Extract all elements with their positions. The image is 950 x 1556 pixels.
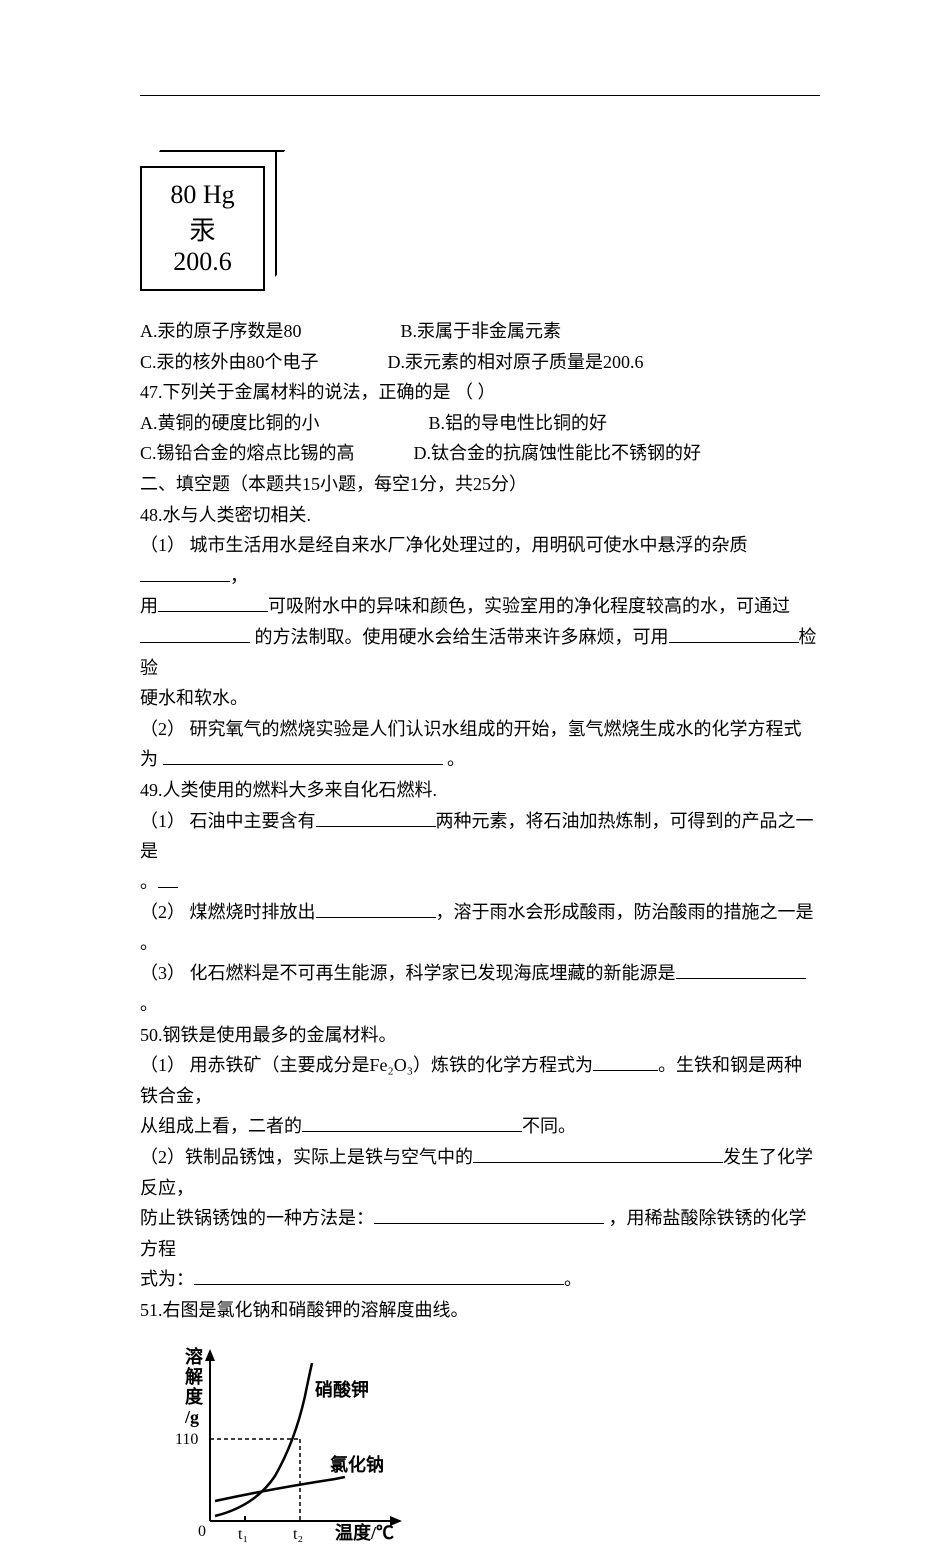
q47-option-a: A.黄铜的硬度比铜的小 xyxy=(140,413,320,433)
y-label-1: 溶 xyxy=(185,1346,203,1367)
q48-p2-b: 为 xyxy=(140,749,163,769)
header-divider xyxy=(140,95,820,96)
atomic-number: 80 xyxy=(170,180,196,209)
q50-p2-f: 。 xyxy=(564,1269,582,1289)
element-symbol: Hg xyxy=(203,180,235,209)
blank xyxy=(302,1131,522,1132)
q49-p3-b: 。 xyxy=(140,994,158,1014)
q50-p2-e: 式为： xyxy=(140,1269,194,1289)
q50-p1-c: 从组成上看，二者的 xyxy=(140,1116,302,1136)
atomic-line: 80 Hg xyxy=(170,180,234,210)
q49-p2-b: ，溶于雨水会形成酸雨，防治酸雨的措施之一是 xyxy=(436,902,814,922)
blank xyxy=(473,1162,723,1163)
curve-nacl xyxy=(215,1477,345,1501)
q50-stem: 50.钢铁是使用最多的金属材料。 xyxy=(140,1020,820,1051)
q47-option-b: B.铝的导电性比铜的好 xyxy=(429,413,608,433)
y-axis-arrow-icon xyxy=(205,1349,215,1361)
q48-p2-c: 。 xyxy=(443,749,466,769)
x-tick-t2-label: t₂ xyxy=(293,1526,303,1543)
q46-options-row1: A.汞的原子序数是80 B.汞属于非金属元素 xyxy=(140,316,820,347)
blank xyxy=(158,887,178,888)
q48-p1-line1: （1） 城市生活用水是经自来水厂净化处理过的，用明矾可使水中悬浮的杂质 ， xyxy=(140,530,820,591)
q49-p2-line2: 。 xyxy=(140,928,820,959)
graph-svg: 溶 解 度 /g 110 硝酸钾 氯化钠 t₁ t₂ 0 温度/℃ xyxy=(160,1341,420,1551)
q49-stem: 49.人类使用的燃料大多来自化石燃料. xyxy=(140,775,820,806)
q46-option-b: B.汞属于非金属元素 xyxy=(401,321,562,341)
blank xyxy=(676,978,806,979)
y-label-3: 度 xyxy=(185,1386,204,1407)
q49-p1-a: （1） 石油中主要含有 xyxy=(140,811,316,831)
blank xyxy=(316,826,436,827)
q48-p2-line1: （2） 研究氧气的燃烧实验是人们认识水组成的开始，氢气燃烧生成水的化学方程式 xyxy=(140,714,820,745)
q49-p1-c: 。 xyxy=(140,872,158,892)
blank xyxy=(140,581,230,582)
q48-p1-e: 的方法制取。使用硬水会给生活带来许多麻烦，可用 xyxy=(250,627,669,647)
section2-header: 二、填空题（本题共15小题，每空1分，共25分） xyxy=(140,469,820,500)
q50-p1-d: 不同。 xyxy=(522,1116,576,1136)
q46-options-row2: C.汞的核外由80个电子 D.汞元素的相对原子质量是200.6 xyxy=(140,347,820,378)
y-tick-110: 110 xyxy=(175,1431,198,1448)
q49-p2-line1: （2） 煤燃烧时排放出 ，溶于雨水会形成酸雨，防治酸雨的措施之一是 xyxy=(140,897,820,928)
q49-p1-line1: （1） 石油中主要含有两种元素，将石油加热炼制，可得到的产品之一是 xyxy=(140,806,820,867)
blank xyxy=(194,1284,564,1285)
q48-p1-line2: 用 可吸附水中的异味和颜色，实验室用的净化程度较高的水，可通过 xyxy=(140,591,820,622)
x-axis-label: 温度/℃ xyxy=(335,1522,394,1543)
q48-p2-line2: 为 。 xyxy=(140,744,820,775)
y-label-2: 解 xyxy=(185,1366,203,1387)
q49-p1-line2: 。 xyxy=(140,867,820,898)
q47-stem: 47.下列关于金属材料的说法，正确的是 （ ） xyxy=(140,377,820,408)
q46-option-d: D.汞元素的相对原子质量是200.6 xyxy=(388,352,644,372)
origin-label: 0 xyxy=(198,1523,206,1540)
q50-p1-line2: 从组成上看，二者的 不同。 xyxy=(140,1111,820,1142)
blank xyxy=(163,764,443,765)
q48-p1-line4: 硬水和软水。 xyxy=(140,683,820,714)
q48-p1-a: （1） 城市生活用水是经自来水厂净化处理过的，用明矾可使水中悬浮的杂质 xyxy=(140,535,748,555)
element-name: 汞 xyxy=(189,210,215,247)
q49-p3: （3） 化石燃料是不可再生能源，科学家已发现海底埋藏的新能源是。 xyxy=(140,958,820,1019)
q50-p2-c: 防止铁锅锈蚀的一种方法是： xyxy=(140,1208,374,1228)
q48-p1-b: ， xyxy=(230,566,248,586)
q51-stem: 51.右图是氯化钠和硝酸钾的溶解度曲线。 xyxy=(140,1295,820,1326)
box-side-face xyxy=(263,150,277,292)
q47-option-d: D.钛合金的抗腐蚀性能比不锈钢的好 xyxy=(414,443,702,463)
q47-options-row1: A.黄铜的硬度比铜的小 B.铝的导电性比铜的好 xyxy=(140,408,820,439)
q46-option-a: A.汞的原子序数是80 xyxy=(140,321,302,341)
q50-p1-line1: （1） 用赤铁矿（主要成分是Fe₂O₃）炼铁的化学方程式为。生铁和钢是两种铁合金… xyxy=(140,1050,820,1111)
blank xyxy=(374,1223,604,1224)
x-tick-t1-label: t₁ xyxy=(238,1526,248,1543)
solubility-graph: 溶 解 度 /g 110 硝酸钾 氯化钠 t₁ t₂ 0 温度/℃ xyxy=(160,1341,420,1551)
y-label-4: /g xyxy=(184,1407,199,1427)
curve1-label: 硝酸钾 xyxy=(315,1379,369,1400)
page-content: 80 Hg 汞 200.6 A.汞的原子序数是80 B.汞属于非金属元素 C.汞… xyxy=(140,95,820,1551)
q48-p1-c: 用 xyxy=(140,596,158,616)
q49-p2-a: （2） 煤燃烧时排放出 xyxy=(140,902,316,922)
element-card: 80 Hg 汞 200.6 xyxy=(140,166,265,291)
q48-p1-line3: 的方法制取。使用硬水会给生活带来许多麻烦，可用检验 xyxy=(140,622,820,683)
q48-stem: 48.水与人类密切相关. xyxy=(140,500,820,531)
blank xyxy=(158,611,268,612)
q48-p1-d: 可吸附水中的异味和颜色，实验室用的净化程度较高的水，可通过 xyxy=(268,596,790,616)
q49-p3-a: （3） 化石燃料是不可再生能源，科学家已发现海底埋藏的新能源是 xyxy=(140,963,676,983)
element-mass: 200.6 xyxy=(173,247,232,277)
q50-p2-line3: 式为： 。 xyxy=(140,1264,820,1295)
q50-p2-line1: （2）铁制品锈蚀，实际上是铁与空气中的发生了化学反应， xyxy=(140,1142,820,1203)
q50-p2-a: （2）铁制品锈蚀，实际上是铁与空气中的 xyxy=(140,1147,473,1167)
q50-p1-a: （1） 用赤铁矿（主要成分是Fe₂O₃）炼铁的化学方程式为 xyxy=(140,1055,593,1075)
q46-option-c: C.汞的核外由80个电子 xyxy=(140,352,319,372)
q47-option-c: C.锡铅合金的熔点比锡的高 xyxy=(140,443,355,463)
q47-options-row2: C.锡铅合金的熔点比锡的高 D.钛合金的抗腐蚀性能比不锈钢的好 xyxy=(140,438,820,469)
q50-p2-line2: 防止铁锅锈蚀的一种方法是： ，用稀盐酸除铁锈的化学方程 xyxy=(140,1203,820,1264)
curve2-label: 氯化钠 xyxy=(330,1454,384,1475)
blank xyxy=(593,1070,658,1071)
blank xyxy=(140,642,250,643)
blank xyxy=(316,917,436,918)
blank xyxy=(669,642,799,643)
